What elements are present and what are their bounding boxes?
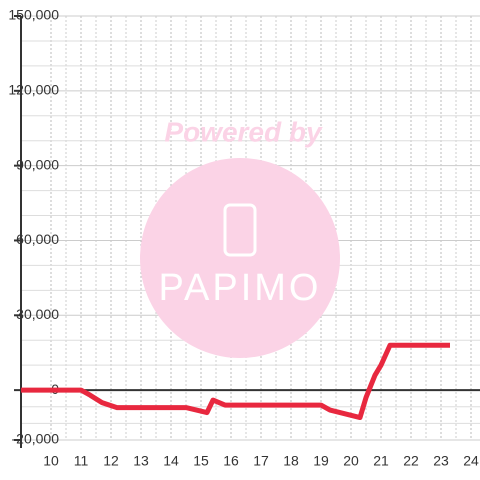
x-tick-label: 18 [283,453,299,469]
x-tick-label: 11 [74,453,89,469]
x-tick-label: 12 [103,453,119,469]
x-tick-label: 10 [43,453,59,469]
x-tick-label: 22 [403,453,419,469]
x-tick-label: 19 [313,453,329,469]
y-tick-label: 90,000 [16,156,59,172]
x-tick-label: 15 [193,453,209,469]
x-tick-label: 23 [433,453,449,469]
y-tick-label: -20,000 [12,431,60,447]
x-tick-label: 21 [373,453,389,469]
watermark-text: PAPIMO [159,267,322,309]
watermark-icon [223,203,257,257]
watermark-circle [140,158,340,358]
x-tick-label: 14 [163,453,179,469]
x-tick-label: 13 [133,453,149,469]
x-tick-label: 24 [463,453,479,469]
y-tick-label: 60,000 [16,231,59,247]
x-tick-label: 17 [253,453,269,469]
line-series [21,342,450,421]
watermark: Powered by PAPIMO [140,116,340,358]
y-tick-label: 150,000 [8,7,59,23]
x-tick-label: 20 [343,453,359,469]
watermark-text: Powered by [164,116,323,147]
x-tick-label: 16 [223,453,239,469]
y-tick-label: 120,000 [8,82,59,98]
y-tick-label: 30,000 [16,306,59,322]
